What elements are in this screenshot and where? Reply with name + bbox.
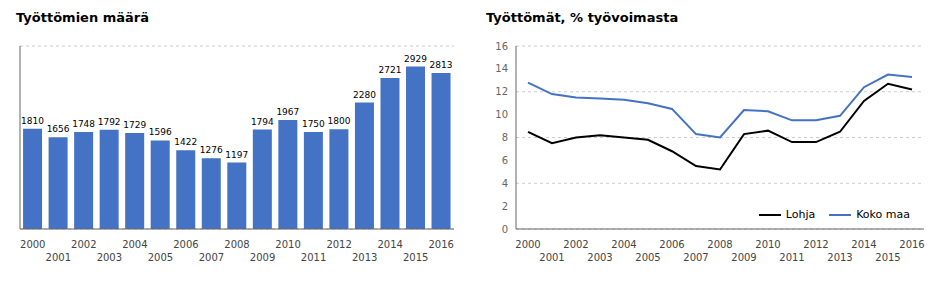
html-text:Lohja: Lohja [785, 208, 816, 221]
svg-text:2005: 2005 [635, 252, 660, 263]
svg-text:10: 10 [495, 109, 508, 120]
svg-text:1792: 1792 [98, 117, 121, 127]
svg-text:2005: 2005 [148, 252, 173, 263]
svg-text:1422: 1422 [174, 137, 197, 147]
svg-text:1276: 1276 [200, 145, 223, 155]
svg-text:1794: 1794 [251, 117, 274, 127]
svg-text:2002: 2002 [71, 239, 96, 250]
svg-text:1750: 1750 [302, 119, 325, 129]
svg-text:4: 4 [502, 178, 508, 189]
svg-text:6: 6 [502, 155, 508, 166]
svg-text:2011: 2011 [779, 252, 804, 263]
svg-text:2721: 2721 [379, 65, 402, 75]
svg-text:1197: 1197 [225, 150, 248, 160]
svg-text:2006: 2006 [659, 239, 684, 250]
svg-text:2003: 2003 [587, 252, 612, 263]
svg-text:2000: 2000 [515, 239, 540, 250]
svg-text:1656: 1656 [47, 124, 70, 134]
svg-text:2016: 2016 [429, 239, 454, 250]
svg-text:1967: 1967 [276, 107, 299, 117]
svg-text:2012: 2012 [803, 239, 828, 250]
svg-text:2000: 2000 [20, 239, 45, 250]
svg-text:2929: 2929 [404, 54, 427, 64]
svg-text:2: 2 [502, 201, 508, 212]
svg-text:2010: 2010 [275, 239, 300, 250]
svg-text:2813: 2813 [430, 60, 453, 70]
svg-text:2014: 2014 [851, 239, 876, 250]
svg-text:2006: 2006 [173, 239, 198, 250]
svg-text:2013: 2013 [827, 252, 852, 263]
svg-text:1596: 1596 [149, 127, 172, 137]
svg-text:2010: 2010 [755, 239, 780, 250]
svg-text:1729: 1729 [123, 120, 146, 130]
html-text:Työttömien määrä: Työttömien määrä [16, 10, 149, 25]
svg-text:2003: 2003 [97, 252, 122, 263]
svg-text:1810: 1810 [21, 116, 44, 126]
svg-text:16: 16 [495, 41, 508, 52]
svg-text:2013: 2013 [352, 252, 377, 263]
svg-text:0: 0 [502, 224, 508, 235]
html-text:Koko maa: Koko maa [856, 208, 910, 221]
svg-text:1748: 1748 [72, 119, 95, 129]
svg-text:2011: 2011 [301, 252, 326, 263]
svg-text:2015: 2015 [403, 252, 428, 263]
svg-text:2008: 2008 [224, 239, 249, 250]
svg-text:2001: 2001 [539, 252, 564, 263]
svg-text:2001: 2001 [46, 252, 71, 263]
svg-text:2007: 2007 [199, 252, 224, 263]
svg-text:14: 14 [495, 63, 508, 74]
svg-text:2009: 2009 [250, 252, 275, 263]
svg-text:8: 8 [502, 132, 508, 143]
svg-text:2002: 2002 [563, 239, 588, 250]
svg-text:2004: 2004 [122, 239, 147, 250]
svg-text:2012: 2012 [326, 239, 351, 250]
svg-text:12: 12 [495, 86, 508, 97]
svg-text:2004: 2004 [611, 239, 636, 250]
svg-text:2008: 2008 [707, 239, 732, 250]
html-text:Työttömät, % työvoimasta: Työttömät, % työvoimasta [486, 10, 679, 25]
svg-text:2280: 2280 [353, 90, 376, 100]
svg-text:2009: 2009 [731, 252, 756, 263]
svg-text:2014: 2014 [377, 239, 402, 250]
svg-text:2015: 2015 [875, 252, 900, 263]
svg-text:2007: 2007 [683, 252, 708, 263]
svg-text:2016: 2016 [899, 239, 924, 250]
svg-text:1800: 1800 [327, 116, 350, 126]
